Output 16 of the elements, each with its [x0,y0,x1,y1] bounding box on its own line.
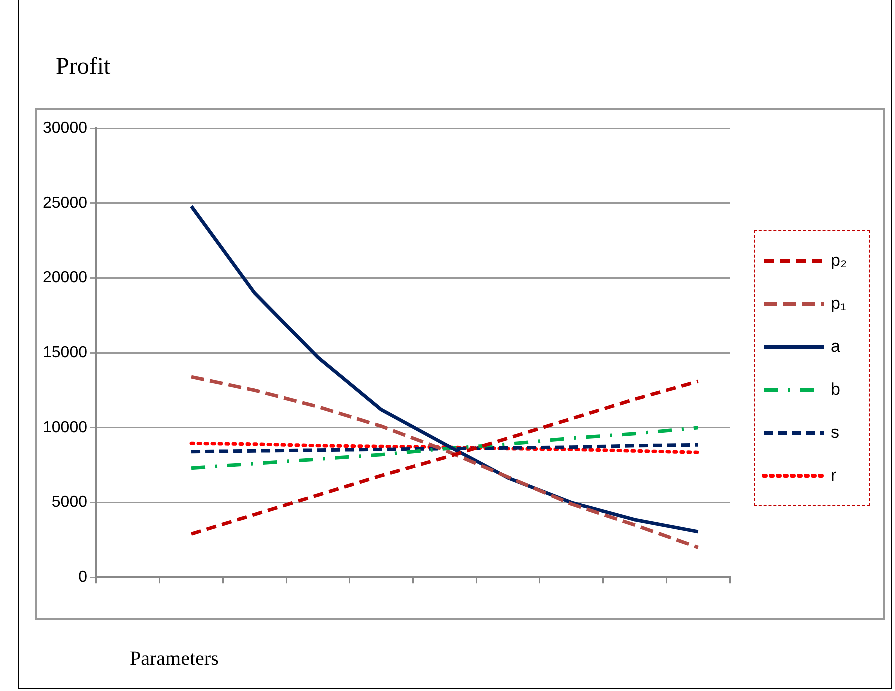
legend-label: p₂ [831,250,848,270]
line-series [190,426,700,470]
y-tick-label: 10000 [42,419,88,436]
y-tick-label: 5000 [52,494,88,512]
y-tick-label: 20000 [42,270,88,287]
legend-label: s [831,422,840,442]
legend-label: p₁ [831,294,846,314]
legend-label: r [831,466,837,486]
legend-label: a [831,336,840,356]
y-tick-label: 25000 [42,194,88,212]
y-tick-label: 30000 [42,120,88,138]
x-axis-title: Parameters [130,648,219,671]
legend-label: b [831,380,840,400]
y-tick-label: 15000 [42,344,88,362]
y-axis-title: Profit [56,54,111,81]
y-tick-label: 0 [78,569,88,586]
